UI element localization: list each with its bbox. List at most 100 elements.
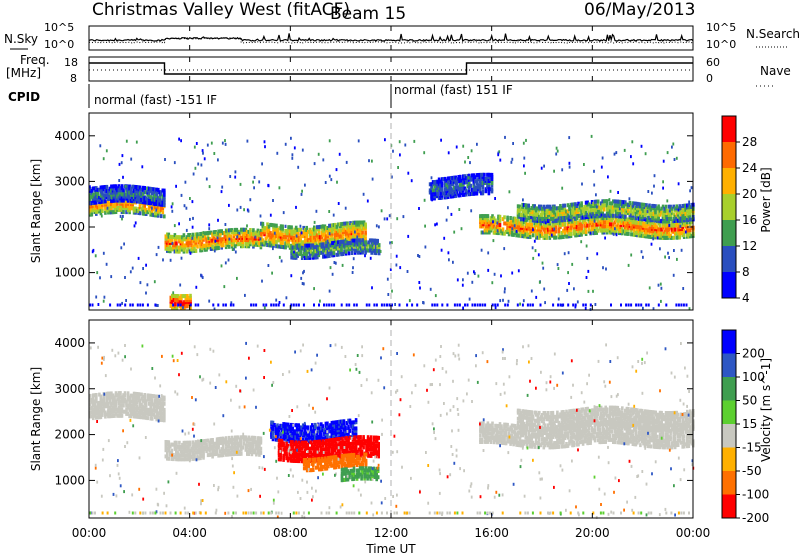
heatmap-cell <box>334 239 337 244</box>
heatmap-cell <box>560 235 564 240</box>
heatmap-cell <box>218 231 222 236</box>
heatmap-cell <box>586 223 589 228</box>
heatmap-cell <box>110 198 113 203</box>
heatmap-cell <box>480 216 484 221</box>
heatmap-cell <box>149 406 152 411</box>
heatmap-cell <box>252 228 255 233</box>
heatmap-cell <box>344 229 348 234</box>
heatmap-cell <box>649 220 653 225</box>
heatmap-cell <box>466 178 470 182</box>
heatmap-cell <box>443 193 447 198</box>
heatmap-cell <box>331 237 334 242</box>
heatmap-cell <box>295 303 298 307</box>
heatmap-cell <box>108 393 112 398</box>
heatmap-cell <box>265 303 268 307</box>
heatmap-cell <box>110 401 113 406</box>
heatmap-cell <box>575 210 579 215</box>
heatmap-cell <box>480 230 484 235</box>
heatmap-cell <box>658 208 662 213</box>
heatmap-cell <box>527 222 530 227</box>
heatmap-cell <box>131 192 134 197</box>
heatmap-cell <box>338 250 342 255</box>
heatmap-cell <box>100 214 103 218</box>
heatmap-cell <box>157 196 160 201</box>
heatmap-cell <box>215 246 219 251</box>
heatmap-cell <box>234 450 237 454</box>
heatmap-cell <box>557 221 561 225</box>
heatmap-cell <box>660 227 663 232</box>
heatmap-cell <box>323 254 327 259</box>
heatmap-cell <box>662 186 664 190</box>
heatmap-cell <box>203 439 207 443</box>
heatmap-cell <box>161 397 165 402</box>
heatmap-cell <box>149 186 152 191</box>
heatmap-cell <box>584 206 588 211</box>
heatmap-cell <box>391 303 393 307</box>
heatmap-cell <box>221 451 225 455</box>
heatmap-cell <box>107 395 110 400</box>
heatmap-cell <box>303 240 307 245</box>
heatmap-cell <box>661 221 665 226</box>
heatmap-cell <box>431 188 435 193</box>
heatmap-cell <box>171 209 174 213</box>
heatmap-cell <box>484 187 488 192</box>
heatmap-cell <box>267 243 271 248</box>
heatmap-cell <box>563 252 566 256</box>
heatmap-cell <box>99 199 103 204</box>
heatmap-cell <box>107 190 110 195</box>
cpid-segment-1: normal (fast) -151 IF <box>94 93 217 107</box>
heatmap-cell <box>176 451 180 456</box>
heatmap-cell <box>678 216 681 221</box>
heatmap-cell <box>535 212 538 217</box>
heatmap-cell <box>654 231 657 236</box>
heatmap-cell <box>538 280 541 284</box>
heatmap-cell <box>497 214 500 219</box>
heatmap-cell <box>616 218 620 223</box>
heatmap-cell <box>350 238 354 243</box>
heatmap-cell <box>117 194 121 199</box>
heatmap-cell <box>676 235 680 240</box>
heatmap-cell <box>633 222 636 227</box>
heatmap-cell <box>650 242 653 246</box>
heatmap-cell <box>584 229 588 234</box>
heatmap-cell <box>341 221 345 226</box>
heatmap-cell <box>449 194 453 199</box>
heatmap-cell <box>293 253 296 258</box>
heatmap-cell <box>126 198 130 203</box>
heatmap-cell <box>465 180 468 185</box>
heatmap-cell <box>270 420 273 425</box>
heatmap-cell <box>639 210 642 215</box>
heatmap-cell <box>188 457 192 462</box>
heatmap-cell <box>486 214 490 219</box>
heatmap-cell <box>543 164 545 168</box>
heatmap-cell <box>440 183 444 188</box>
heatmap-cell <box>370 246 373 251</box>
heatmap-cell <box>175 243 178 248</box>
heatmap-cell <box>468 173 471 178</box>
heatmap-cell <box>664 219 668 224</box>
heatmap-cell <box>163 192 166 197</box>
heatmap-cell <box>279 226 283 231</box>
heatmap-cell <box>146 210 149 215</box>
heatmap-cell <box>230 230 234 235</box>
heatmap-cell <box>116 409 119 414</box>
heatmap-cell <box>510 224 514 229</box>
heatmap-cell <box>433 180 436 184</box>
heatmap-cell <box>146 198 149 203</box>
heatmap-cell <box>255 230 258 235</box>
heatmap-cell <box>273 242 277 246</box>
heatmap-cell <box>166 452 169 457</box>
heatmap-cell <box>281 224 284 229</box>
heatmap-cell <box>247 209 250 213</box>
heatmap-cell <box>462 144 465 148</box>
heatmap-cell <box>296 227 299 232</box>
heatmap-cell <box>416 303 419 307</box>
heatmap-cell <box>258 444 261 449</box>
heatmap-cell <box>132 391 136 396</box>
heatmap-cell <box>354 230 356 234</box>
heatmap-cell <box>255 303 258 307</box>
heatmap-cell <box>472 185 476 190</box>
heatmap-cell <box>111 184 115 189</box>
heatmap-cell <box>308 238 312 243</box>
